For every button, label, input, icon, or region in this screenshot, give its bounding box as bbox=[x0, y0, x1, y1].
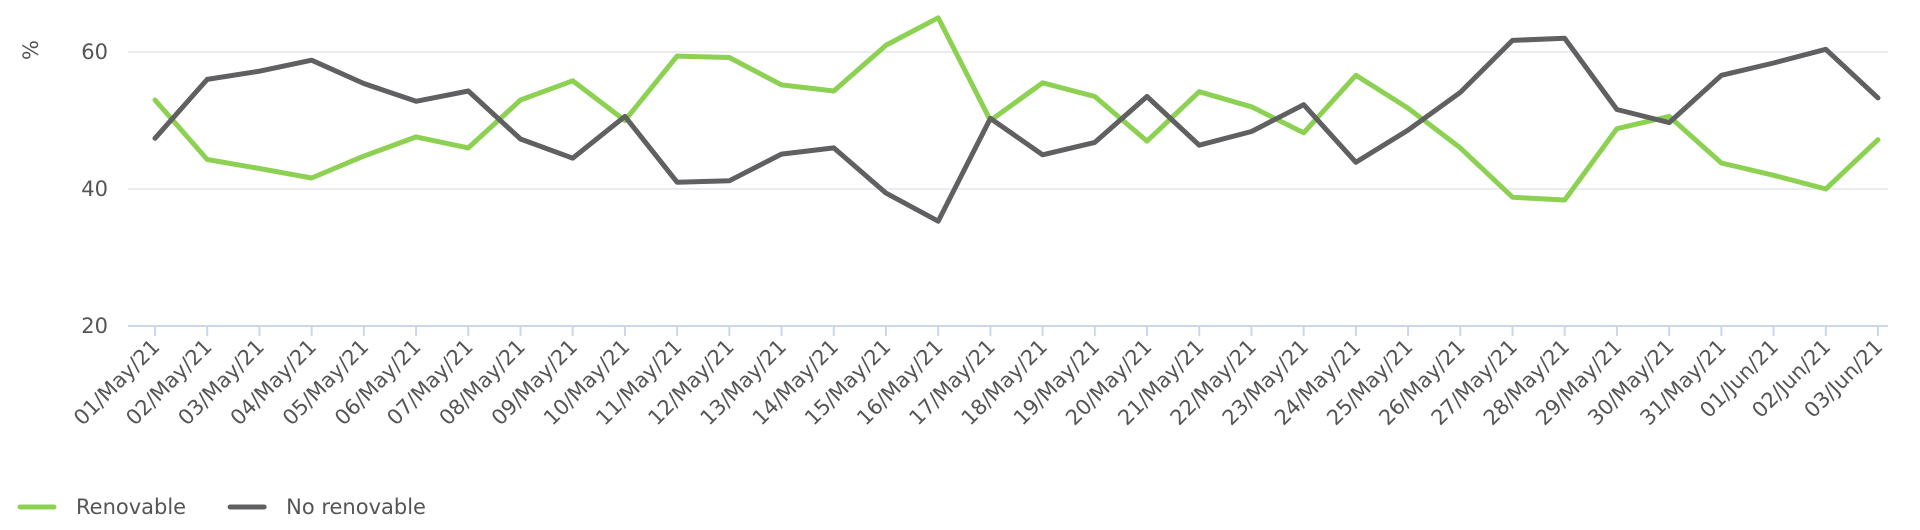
legend-item[interactable]: Renovable bbox=[17, 495, 186, 519]
series-line-renovable bbox=[152, 15, 1881, 203]
series-lines bbox=[152, 15, 1881, 224]
y-axis: 20 40 60 bbox=[81, 40, 108, 338]
legend-item[interactable]: No renovable bbox=[227, 495, 426, 519]
grid-lines bbox=[128, 51, 1888, 190]
legend: Renovable No renovable bbox=[17, 495, 426, 519]
y-axis-label: % bbox=[19, 40, 43, 60]
legend-label: No renovable bbox=[286, 495, 426, 519]
x-axis bbox=[128, 325, 1888, 336]
y-tick-label: 60 bbox=[81, 40, 108, 64]
series-line-no-renovable bbox=[152, 35, 1881, 224]
y-tick-label: 40 bbox=[81, 177, 108, 201]
x-tick-labels: 01/May/2102/May/2103/May/2104/May/2105/M… bbox=[69, 335, 1887, 430]
y-tick-label: 20 bbox=[81, 314, 108, 338]
legend-label: Renovable bbox=[76, 495, 186, 519]
